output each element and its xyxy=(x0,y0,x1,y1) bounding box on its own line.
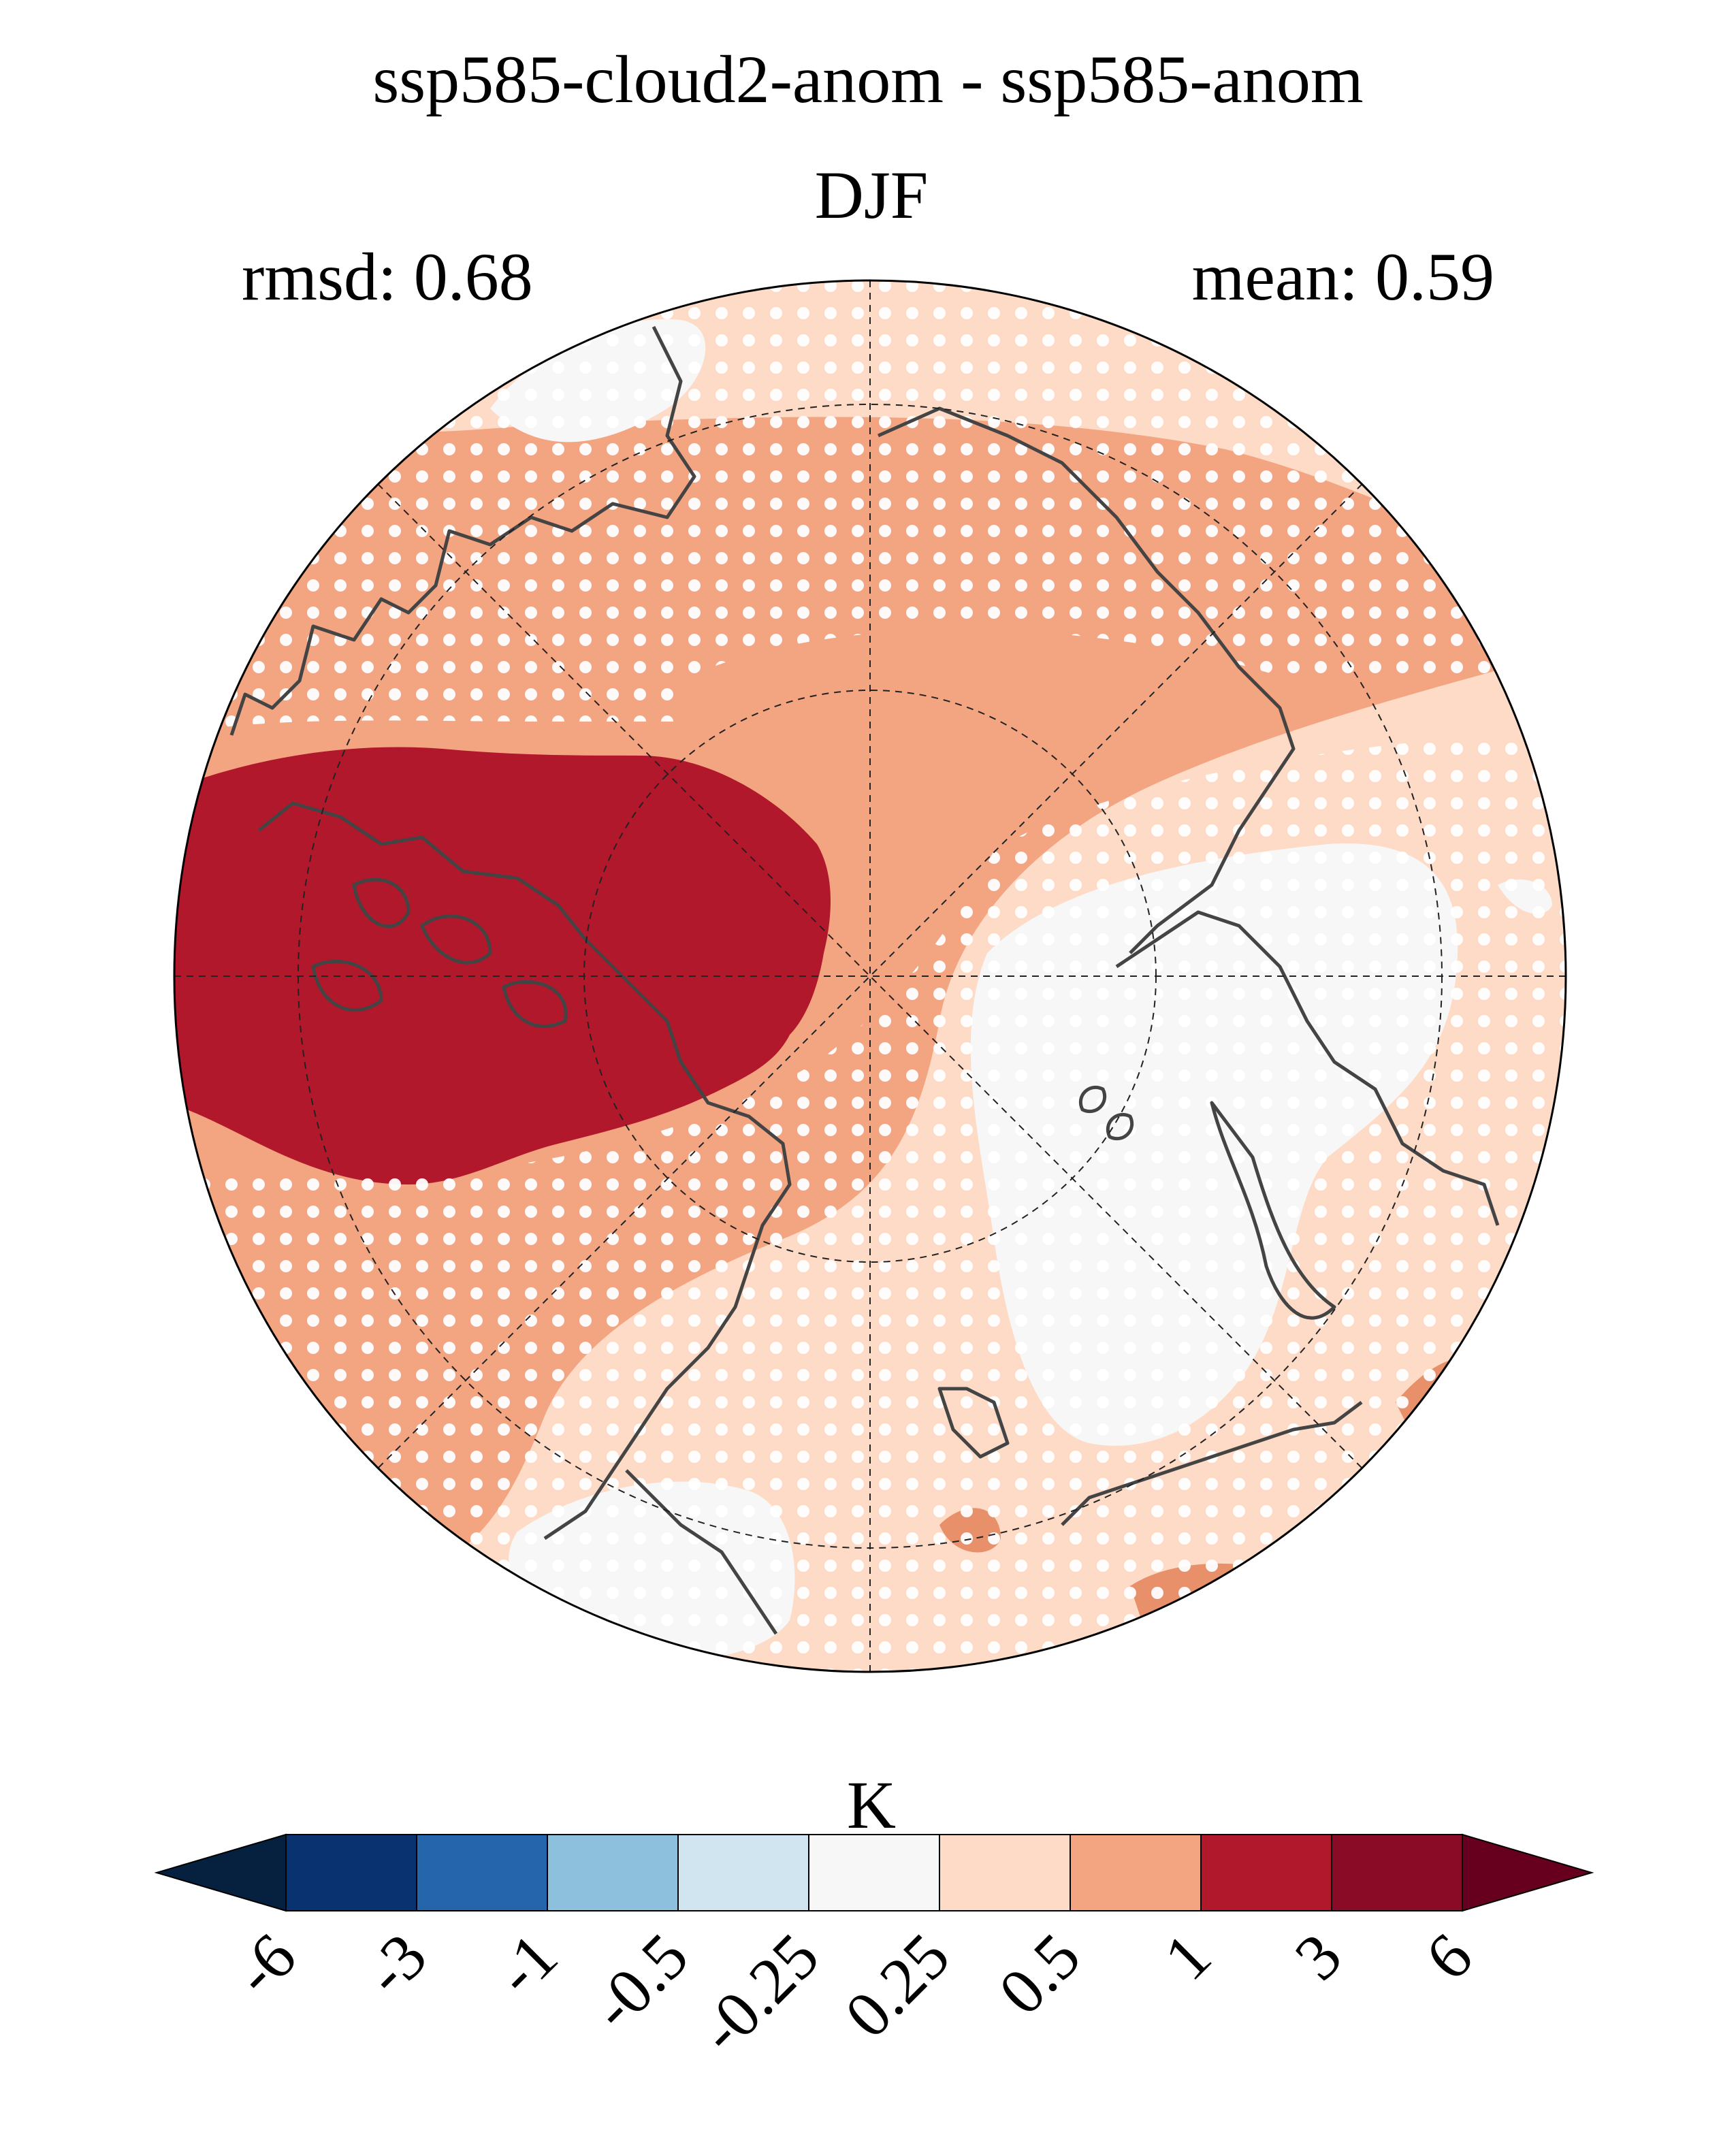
colorbar-tick-label: 1 xyxy=(1150,1919,1225,1994)
map-boundary xyxy=(173,279,1567,1673)
polar-map xyxy=(173,279,1567,1673)
colorbar-unit-label: K xyxy=(847,1767,896,1843)
colorbar-segment xyxy=(808,1834,940,1911)
colorbar-segment xyxy=(1200,1834,1332,1911)
figure-title: ssp585-cloud2-anom - ssp585-anom xyxy=(372,42,1363,117)
colorbar-segment xyxy=(547,1834,679,1911)
colorbar-tick-label: -6 xyxy=(220,1919,310,2009)
graticule xyxy=(174,280,1566,1672)
season-label: DJF xyxy=(815,157,929,233)
colorbar-extend-max xyxy=(1462,1833,1594,1912)
colorbar-tick-label: 0.5 xyxy=(984,1919,1094,2029)
coastlines xyxy=(229,325,1500,1635)
colorbar-tick-label: -0.25 xyxy=(685,1919,833,2067)
colorbar-segment xyxy=(939,1834,1071,1911)
colorbar-segment xyxy=(416,1834,548,1911)
colorbar-segment xyxy=(677,1834,809,1911)
colorbar-tick-label: 0.25 xyxy=(831,1919,963,2051)
colorbar-segments xyxy=(154,1833,1594,1912)
colorbar-extend-min xyxy=(154,1833,287,1912)
colorbar-segment xyxy=(1070,1834,1202,1911)
colorbar-segment xyxy=(1331,1834,1463,1911)
field-strong-warm xyxy=(174,747,831,1184)
mean-label: mean: 0.59 xyxy=(1192,239,1494,314)
colorbar-tick-label: -1 xyxy=(481,1919,571,2009)
colorbar-ticks: -6 -3 -1 -0.5-0.250.25 0.5 1 3 6 xyxy=(220,1919,1486,2067)
rmsd-label: rmsd: 0.68 xyxy=(242,239,533,314)
colorbar-tick-label: 6 xyxy=(1411,1919,1486,1994)
colorbar-tick-label: -3 xyxy=(351,1919,440,2009)
colorbar-segment xyxy=(285,1834,417,1911)
colorbar-tick-label: 3 xyxy=(1281,1919,1355,1994)
colorbar-tick-label: -0.5 xyxy=(577,1919,702,2044)
colorbar: K -6 -3 -1 -0.5-0.250.25 0.5 1 3 6 xyxy=(154,1767,1594,2067)
